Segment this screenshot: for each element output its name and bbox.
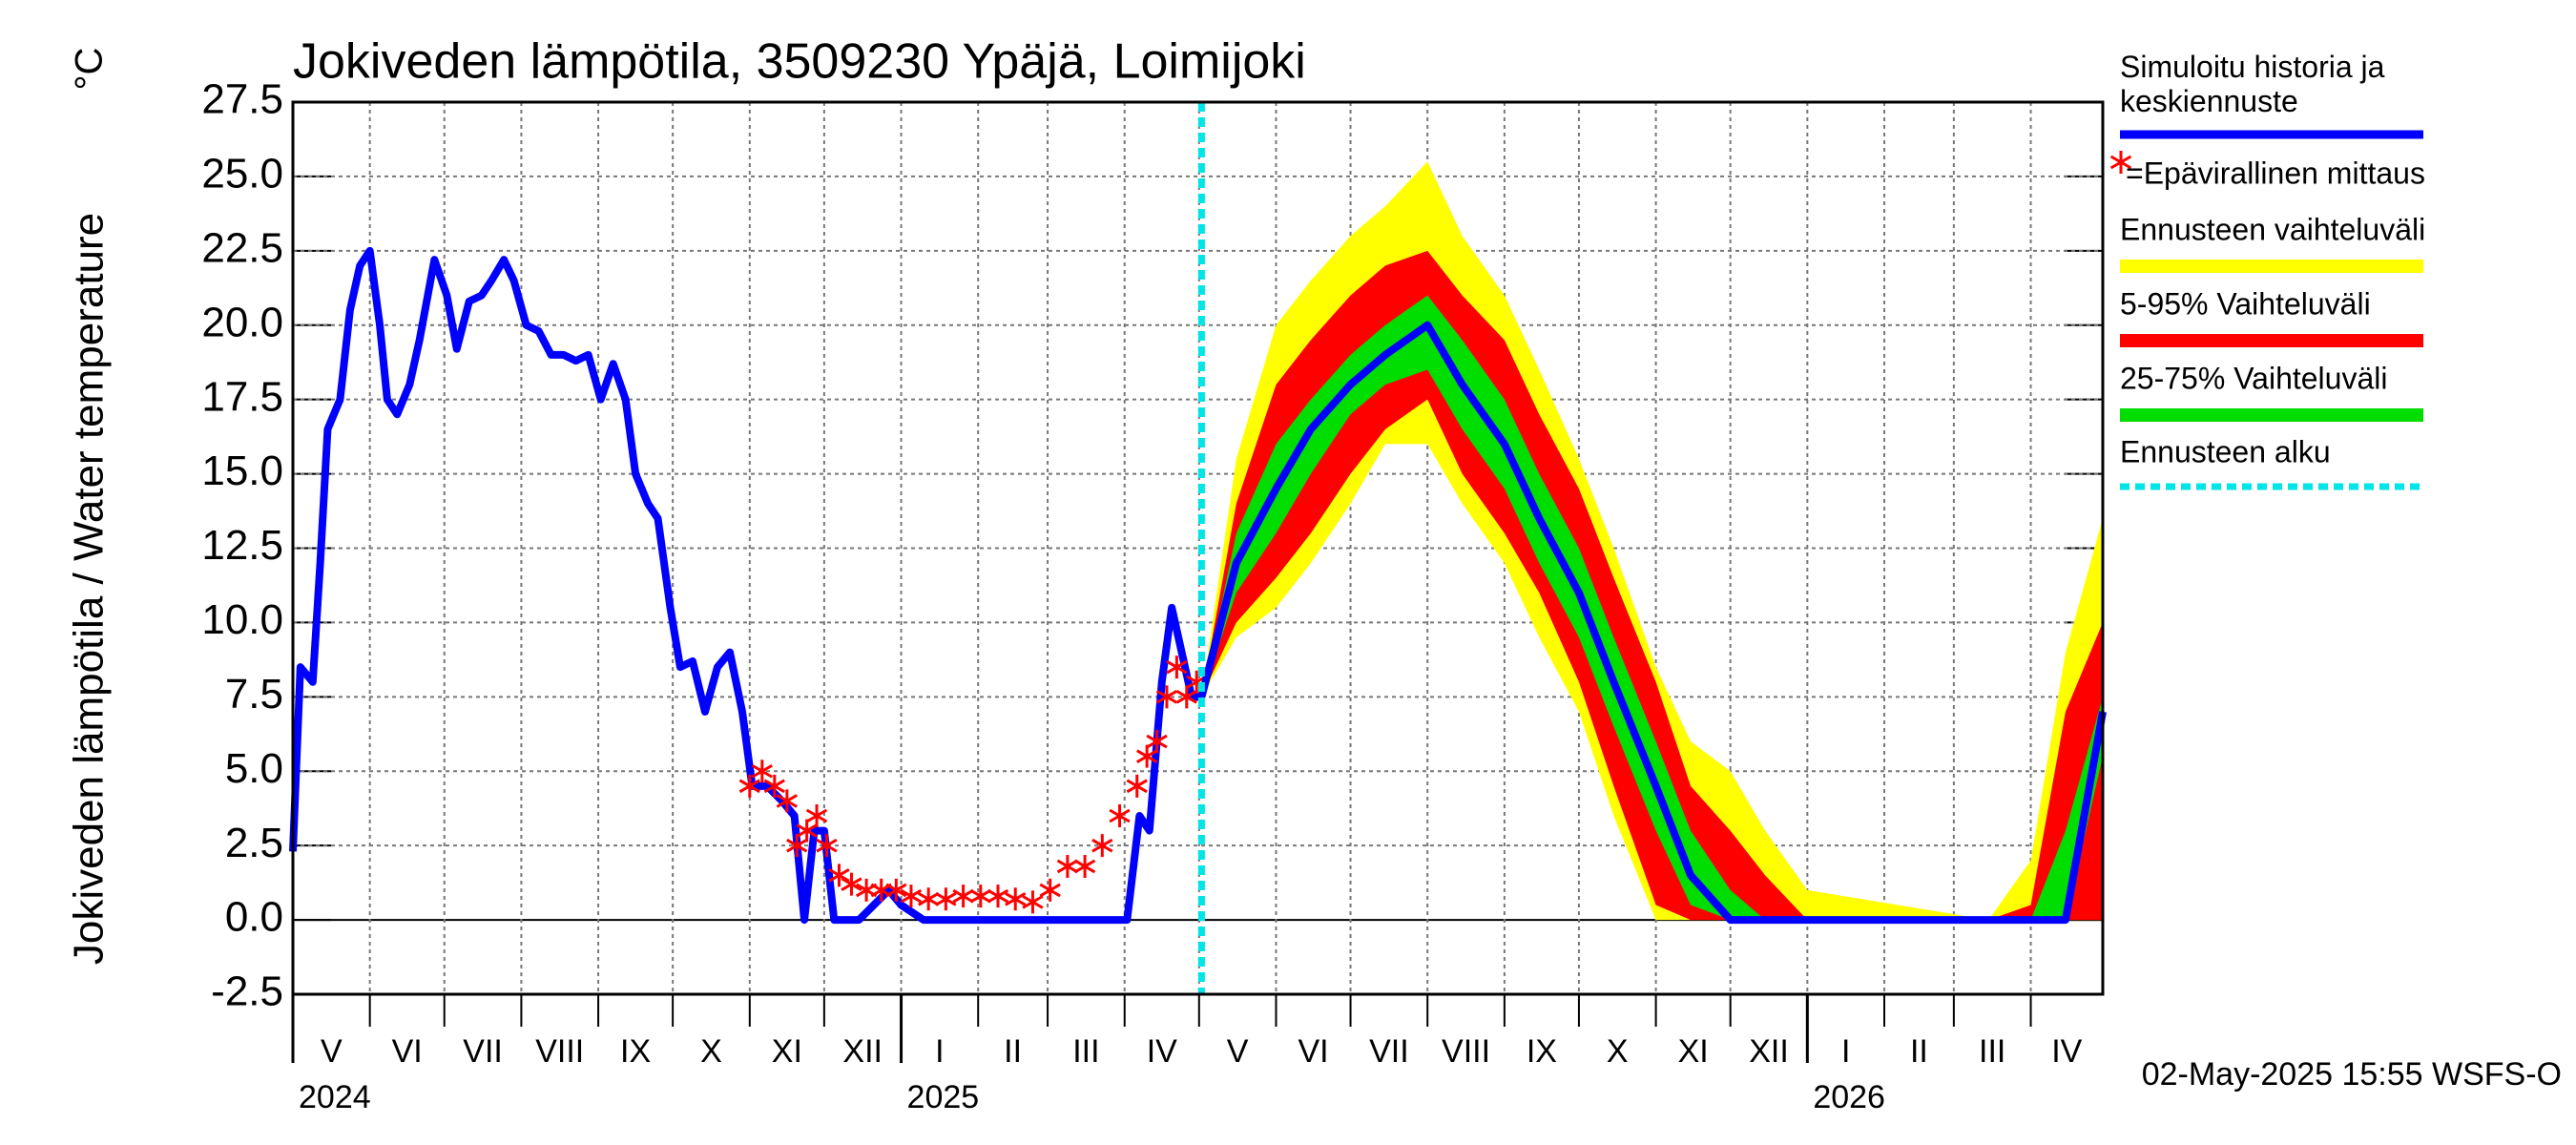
x-tick-label: I bbox=[1841, 1033, 1850, 1070]
measurement-point bbox=[1039, 878, 1061, 902]
measurement-point bbox=[1073, 854, 1096, 878]
legend-label: Simuloitu historia ja keskiennuste bbox=[2120, 50, 2385, 118]
y-tick-label: 17.5 bbox=[201, 373, 283, 420]
y-tick-label: 25.0 bbox=[201, 151, 283, 198]
x-tick-label: XII bbox=[842, 1033, 883, 1070]
measurement-point bbox=[796, 819, 818, 843]
x-tick-label: X bbox=[1607, 1033, 1629, 1070]
footer: 02-May-2025 15:55 WSFS-O bbox=[2142, 1056, 2562, 1093]
measurement-point bbox=[816, 834, 838, 858]
measurement-point bbox=[786, 834, 808, 858]
y-tick-label: 2.5 bbox=[225, 820, 283, 866]
measurement-point bbox=[1126, 774, 1148, 798]
x-tick-label: VIII bbox=[1442, 1033, 1490, 1070]
x-tick-label: XI bbox=[772, 1033, 802, 1070]
x-tick-label: I bbox=[935, 1033, 944, 1070]
measurement-point bbox=[1005, 887, 1027, 911]
legend-marker bbox=[2109, 151, 2132, 174]
x-tick-label: V bbox=[1227, 1033, 1249, 1070]
x-tick-label: V bbox=[321, 1033, 343, 1070]
x-tick-label: XII bbox=[1749, 1033, 1789, 1070]
measurement-point bbox=[900, 885, 923, 908]
legend-label: 25-75% Vaihteluväli bbox=[2120, 361, 2387, 395]
measurement-point bbox=[841, 872, 862, 896]
legend-label: =Epävirallinen mittaus bbox=[2126, 156, 2425, 190]
y-tick-label: 22.5 bbox=[201, 224, 283, 271]
y-tick-label: 27.5 bbox=[201, 76, 283, 123]
measurement-point bbox=[918, 887, 940, 911]
chart-title: Jokiveden lämpötila, 3509230 Ypäjä, Loim… bbox=[293, 34, 1306, 90]
measurement-point bbox=[1022, 890, 1044, 914]
plot-frame bbox=[291, 100, 2105, 996]
measurement-point bbox=[885, 878, 907, 902]
x-tick-label: VIII bbox=[535, 1033, 584, 1070]
measurement-point bbox=[1109, 804, 1131, 827]
measurement-point bbox=[763, 774, 785, 798]
measurement-point bbox=[935, 887, 957, 911]
measurement-point bbox=[987, 885, 1009, 908]
x-tick-label: IX bbox=[620, 1033, 651, 1070]
measurement-point bbox=[1056, 854, 1079, 878]
line-series bbox=[1197, 321, 2107, 925]
y-axis-unit: °C bbox=[69, 48, 111, 91]
year-label: 2025 bbox=[907, 1079, 980, 1115]
year-label: 2026 bbox=[1813, 1079, 1885, 1115]
x-tick-label: VI bbox=[392, 1033, 423, 1070]
x-tick-label: XI bbox=[1678, 1033, 1709, 1070]
x-tick-label: VII bbox=[463, 1033, 503, 1070]
x-tick-label: X bbox=[700, 1033, 722, 1070]
measurement-point bbox=[738, 774, 760, 798]
legend-label: 5-95% Vaihteluväli bbox=[2120, 286, 2371, 321]
x-tick-label: IX bbox=[1527, 1033, 1557, 1070]
y-tick-label: 15.0 bbox=[201, 448, 283, 494]
y-tick-label: -2.5 bbox=[211, 968, 283, 1015]
measurement-point bbox=[1166, 656, 1188, 679]
y-tick-label: 10.0 bbox=[201, 596, 283, 643]
x-tick-label: II bbox=[1910, 1033, 1928, 1070]
forecast-band bbox=[1201, 295, 2103, 921]
y-tick-label: 20.0 bbox=[201, 299, 283, 345]
measurement-point bbox=[828, 864, 850, 887]
x-tick-label: III bbox=[1979, 1033, 2005, 1070]
x-tick-label: VI bbox=[1298, 1033, 1328, 1070]
line-series bbox=[289, 246, 1202, 925]
y-tick-label: 7.5 bbox=[225, 671, 283, 718]
measurement-point bbox=[1146, 730, 1168, 754]
measurement-point bbox=[1091, 834, 1113, 858]
measurement-point bbox=[969, 885, 991, 908]
y-tick-label: 12.5 bbox=[201, 522, 283, 569]
measurement-point bbox=[952, 885, 974, 908]
x-tick-label: VII bbox=[1369, 1033, 1409, 1070]
x-tick-label: II bbox=[1004, 1033, 1022, 1070]
measurement-point bbox=[1155, 685, 1178, 709]
legend-label: Ennusteen vaihteluväli bbox=[2120, 212, 2425, 246]
measurement-point bbox=[1136, 744, 1158, 768]
legend-label: Ennusteen alku bbox=[2120, 434, 2331, 468]
measurement-point bbox=[805, 804, 828, 827]
x-tick-label: III bbox=[1072, 1033, 1099, 1070]
measurement-point bbox=[776, 789, 798, 813]
measurement-point bbox=[1175, 685, 1197, 709]
y-tick-label: 5.0 bbox=[225, 745, 283, 792]
x-tick-label: IV bbox=[1147, 1033, 1177, 1070]
x-tick-label: IV bbox=[2051, 1033, 2082, 1070]
year-label: 2024 bbox=[299, 1079, 371, 1115]
y-tick-label: 0.0 bbox=[225, 894, 283, 941]
measurement-point bbox=[751, 760, 773, 783]
y-axis-label: Jokiveden lämpötila / Water temperature bbox=[66, 213, 113, 965]
